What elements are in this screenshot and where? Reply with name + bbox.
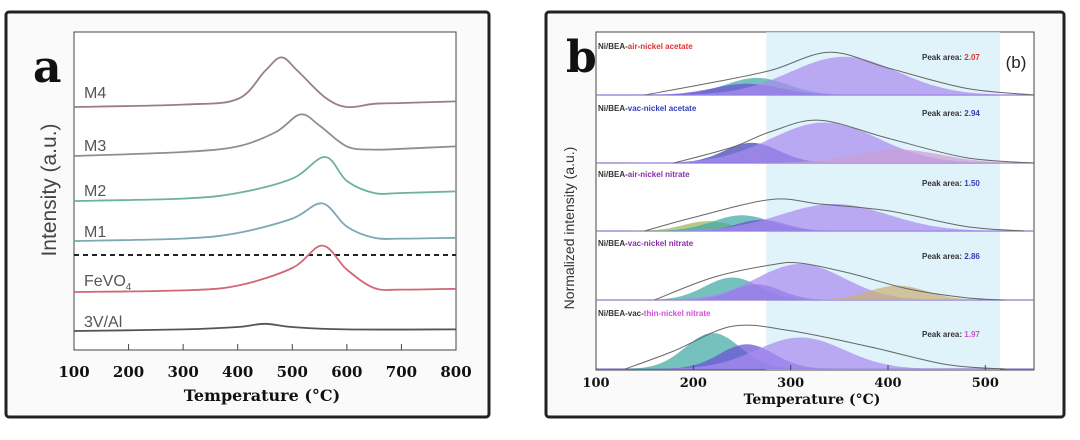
row-label-3: Ni/BEA-air-nickel nitrate [598,170,690,179]
panel-a-label: a [33,42,62,93]
panel-b-ylabel: Normalized intensity (a.u.) [561,147,577,310]
row-3-component-2 [596,215,1034,231]
panel-a-ylabel: Intensity (a.u.) [38,123,61,256]
x-tick-label-a-700: 700 [386,363,417,381]
row-5-component-2 [596,344,1034,369]
series-line-m4 [73,56,457,109]
row-label-4: Ni/BEA-vac-nickel nitrate [598,239,694,248]
row-4-component-1 [596,277,1034,300]
series-line-m2 [73,156,457,202]
x-tick-label-b-400: 400 [874,376,901,391]
row-label-5: Ni/BEA-vac-thin-nickel nitrate [598,309,711,318]
series-label-m1: M1 [84,224,106,241]
row-1-envelope [644,51,1035,96]
row-label-2: Ni/BEA-vac-nickel acetate [598,104,697,113]
x-tick-label-b-500: 500 [972,376,999,391]
panel-a-xlabel: Temperature (°C) [184,386,340,405]
peak-area-2: Peak area: 2.94 [922,109,980,118]
x-tick-label-b-100: 100 [582,376,609,391]
row-2-component-3 [596,149,1034,163]
peak-area-4: Peak area: 2.86 [922,252,980,261]
row-5-component-3 [596,337,1034,369]
series-line-fevo4 [73,244,457,293]
x-tick-label-a-200: 200 [113,363,144,381]
x-tick-label-a-800: 800 [440,363,471,381]
series-line-m3 [73,113,457,157]
row-5-envelope [625,324,1005,370]
series-label-fevo4: FeVO4 [84,273,132,293]
row-4-envelope [654,261,1005,301]
x-tick-label-a-400: 400 [222,363,253,381]
series-line-m1 [73,202,457,242]
row-3-component-4 [596,204,1034,231]
series-label-3v-al: 3V/Al [84,314,122,331]
row-5-component-1 [596,333,1034,369]
panel-b-label: b [566,32,597,83]
x-tick-label-a-600: 600 [331,363,362,381]
row-1-component-3 [596,56,1034,95]
row-4-component-4 [596,285,1034,300]
series-label-m2: M2 [84,183,106,200]
panel-b-row-labels: Ni/BEA-air-nickel acetate Peak area: 2.0… [598,42,980,339]
series-label-m3: M3 [84,138,106,155]
row-2-envelope [673,119,1035,164]
series-line-3v-al [73,322,457,332]
panel-a-plot-area [73,31,457,351]
panel-b-xlabel: Temperature (°C) [744,392,881,408]
row-1-component-2 [596,83,1034,95]
row-label-1: Ni/BEA-air-nickel acetate [598,42,693,51]
row-3-envelope [644,198,1025,232]
x-tick-label-a-300: 300 [167,363,198,381]
x-tick-label-b-200: 200 [680,376,707,391]
series-label-m4: M4 [84,85,106,102]
row-4-component-3 [596,264,1034,300]
peak-area-1: Peak area: 2.07 [922,53,980,62]
panel-b-tag: (b) [1006,53,1027,72]
peak-area-3: Peak area: 1.50 [922,179,980,188]
row-2-component-2 [596,122,1034,163]
peak-area-5: Peak area: 1.97 [922,330,980,339]
x-tick-label-a-500: 500 [277,363,308,381]
x-tick-label-b-300: 300 [777,376,804,391]
x-tick-label-a-100: 100 [58,363,89,381]
